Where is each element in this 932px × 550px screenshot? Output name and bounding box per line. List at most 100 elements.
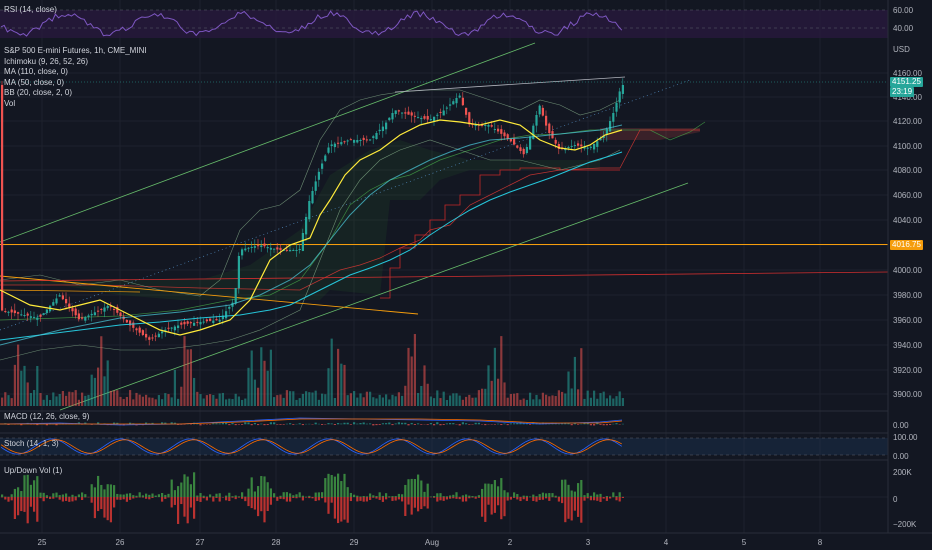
macd-hist-bar: [113, 422, 116, 425]
macd-hist-bar: [353, 422, 356, 425]
macd-hist-bar: [20, 424, 23, 426]
rsi-pane[interactable]: [0, 9, 888, 38]
up-vol-bar: [455, 492, 458, 497]
down-vol-bar: [212, 497, 215, 502]
volume-bar: [461, 399, 464, 406]
volume-bar: [234, 393, 237, 406]
down-vol-bar: [500, 497, 503, 520]
up-vol-bar: [237, 496, 240, 497]
up-vol-bar: [193, 472, 196, 497]
volume-bar: [113, 390, 116, 406]
macd-hist-bar: [151, 422, 154, 425]
macd-pane[interactable]: [0, 417, 624, 426]
macd-hist-bar: [321, 424, 324, 425]
down-vol-bar: [65, 497, 68, 501]
up-vol-bar: [257, 486, 260, 497]
up-vol-bar: [29, 484, 32, 497]
candlesticks: [1, 78, 624, 346]
symbol-title[interactable]: S&P 500 E-mini Futures, 1h, CME_MINI: [4, 46, 147, 55]
main-pane[interactable]: [0, 42, 889, 411]
candle-body: [145, 333, 148, 338]
volume-bar: [324, 394, 327, 406]
volume-bar: [4, 392, 7, 406]
volume-bar: [381, 397, 384, 406]
volume-bar: [292, 391, 295, 406]
ichimoku-kijun: [380, 167, 620, 299]
time-axis[interactable]: 25 26 27 28 29 Aug 2 3 4 5 8: [38, 538, 823, 547]
down-vol-bar: [545, 497, 548, 499]
legend-ma-110[interactable]: MA (110, close, 0): [4, 67, 68, 76]
candle-body: [500, 129, 503, 134]
macd-hist-bar: [333, 424, 336, 425]
down-vol-bar: [45, 497, 48, 499]
macd-hist-bar: [212, 423, 215, 425]
down-vol-bar: [609, 497, 612, 499]
candle-body: [301, 233, 304, 251]
volume-bar: [77, 399, 80, 406]
down-vol-bar: [449, 497, 452, 499]
down-vol-bar: [605, 497, 608, 501]
up-vol-bar: [42, 492, 45, 497]
candle-body: [193, 322, 196, 326]
macd-hist-bar: [509, 423, 512, 425]
up-vol-bar: [52, 493, 55, 497]
rsi-line: [0, 10, 623, 37]
volume-bar: [570, 388, 573, 406]
candle-body: [618, 91, 621, 103]
up-vol-bar: [289, 493, 292, 497]
current-price-tag: 4151.25: [890, 77, 923, 87]
legend-ma-50[interactable]: MA (50, close, 0): [4, 77, 65, 87]
up-vol-bar: [410, 478, 413, 497]
candle-body: [132, 322, 135, 328]
candle-body: [442, 110, 445, 116]
candle-body: [199, 321, 202, 325]
volume-bar: [273, 397, 276, 406]
up-vol-bar: [161, 493, 164, 497]
candle-body: [311, 191, 314, 204]
macd-hist-bar: [583, 422, 586, 425]
up-vol-bar: [58, 495, 61, 497]
candle-body: [365, 139, 368, 141]
stoch-pane[interactable]: [0, 437, 888, 456]
down-vol-bar: [452, 497, 455, 499]
down-vol-bar: [378, 497, 381, 500]
candle-body: [317, 171, 320, 180]
candle-body: [573, 145, 576, 147]
volume-bar: [317, 399, 320, 406]
up-vol-bar: [113, 485, 116, 497]
up-vol-bar: [545, 493, 548, 497]
candle-body: [221, 315, 224, 320]
down-vol-bar: [141, 497, 144, 498]
volume-bar: [410, 356, 413, 406]
candle-body: [135, 328, 138, 331]
volume-bar: [564, 393, 567, 406]
candle-body: [45, 309, 48, 314]
updown-vol-pane[interactable]: [0, 472, 888, 524]
up-vol-bar: [100, 484, 103, 497]
level-price-tag: 4016.75: [890, 240, 923, 250]
candle-body: [506, 134, 509, 139]
legend-vol[interactable]: Vol: [4, 98, 16, 108]
macd-hist-bar: [289, 423, 292, 425]
candle-body: [71, 308, 74, 312]
down-vol-bar: [266, 497, 269, 512]
candle-body: [378, 129, 381, 132]
up-vol-bar: [106, 484, 109, 497]
macd-hist-bar: [209, 424, 212, 425]
candle-body: [90, 313, 93, 316]
candle-body: [154, 335, 157, 337]
candle-body: [58, 295, 61, 297]
volume-bar: [612, 398, 615, 406]
up-vol-bar: [145, 493, 148, 497]
candle-body: [596, 141, 599, 147]
volume-bar: [100, 336, 103, 406]
candle-body: [7, 311, 10, 313]
up-vol-bar: [561, 479, 564, 497]
candle-body: [321, 163, 324, 169]
legend-bb[interactable]: BB (20, close, 2, 0): [4, 88, 73, 97]
down-vol-bar: [356, 497, 359, 502]
legend-ichimoku[interactable]: Ichimoku (9, 26, 52, 26): [4, 56, 89, 66]
down-vol-bar: [257, 497, 260, 517]
down-vol-bar: [445, 497, 448, 500]
